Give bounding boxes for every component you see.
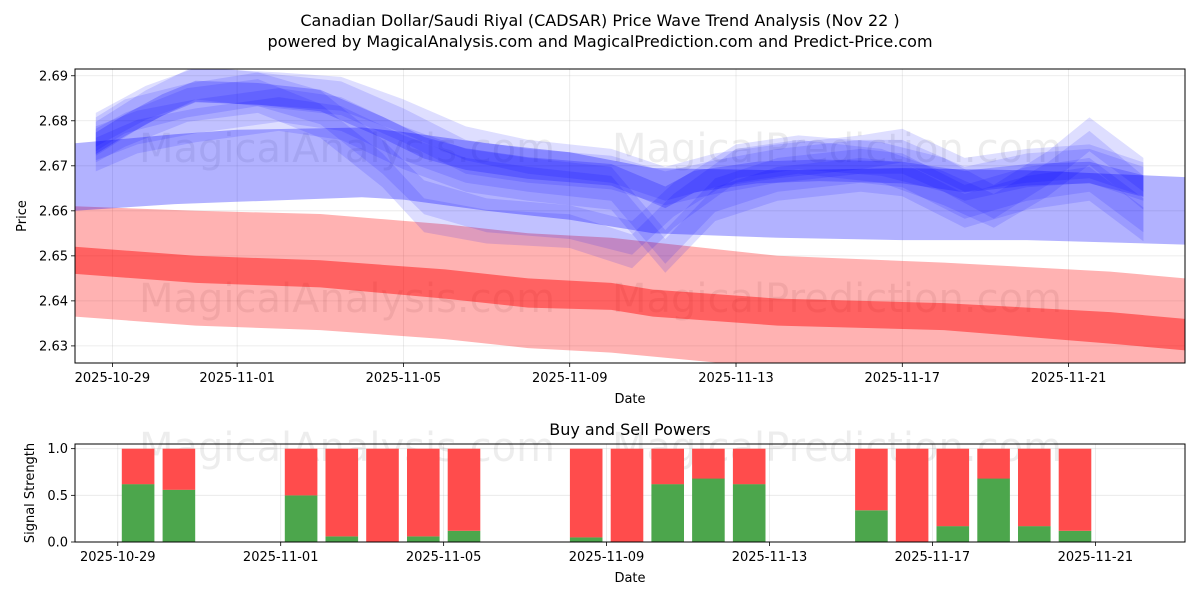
- blue-band-wave-5: [95, 88, 1144, 264]
- signal-x-tick-label: 2025-11-17: [895, 550, 971, 565]
- price-x-tick-label: 2025-11-21: [1031, 371, 1107, 386]
- price-y-tick-label: 2.65: [39, 249, 68, 264]
- blue-band-trend-band: [75, 127, 1185, 245]
- watermark-text: MagicalPrediction.com: [612, 126, 1062, 172]
- price-y-tick-label: 2.67: [39, 159, 68, 174]
- price-y-tick-label: 2.64: [39, 294, 68, 309]
- watermark-text: MagicalAnalysis.com: [139, 276, 555, 322]
- signal-x-tick-label: 2025-11-05: [406, 550, 482, 565]
- price-x-axis-label: Date: [614, 392, 645, 407]
- sell-power-bar: [977, 448, 1010, 479]
- signal-x-tick-label: 2025-10-29: [80, 550, 156, 565]
- buy-power-bar: [162, 489, 196, 542]
- sell-power-bar: [121, 448, 155, 485]
- price-x-tick-label: 2025-11-13: [698, 371, 774, 386]
- price-y-tick-label: 2.66: [39, 204, 68, 219]
- signal-x-tick-label: 2025-11-09: [569, 550, 645, 565]
- sell-power-bar: [325, 448, 359, 537]
- buy-power-bar: [1018, 526, 1051, 542]
- blue-band-wave-4: [95, 79, 1144, 269]
- buy-power-bar: [651, 484, 684, 542]
- signal-x-tick-label: 2025-11-01: [243, 550, 319, 565]
- sell-power-bar: [610, 448, 644, 542]
- sell-power-bar: [651, 448, 684, 485]
- signal-chart-title: Buy and Sell Powers: [549, 420, 711, 439]
- sell-power-bar: [895, 448, 929, 542]
- signal-y-tick-label: 0.0: [47, 536, 68, 551]
- sell-power-bar: [855, 448, 888, 511]
- sell-power-bar: [936, 448, 970, 527]
- price-panel: MagicalAnalysis.com MagicalPrediction.co…: [15, 68, 1186, 407]
- signal-x-tick-label: 2025-11-21: [1058, 550, 1134, 565]
- price-y-tick-label: 2.69: [39, 69, 68, 84]
- price-x-ticks: 2025-10-29 2025-11-01 2025-11-05 2025-11-09…: [75, 363, 1107, 386]
- signal-bars: [121, 448, 1092, 542]
- buy-power-bar: [855, 510, 888, 542]
- buy-power-bar: [447, 530, 481, 542]
- sell-power-bar: [366, 448, 399, 542]
- signal-panel: Buy and Sell Powers MagicalAnalysis.com …: [23, 420, 1186, 586]
- buy-power-bar: [1058, 530, 1092, 542]
- price-watermarks: MagicalAnalysis.com MagicalPrediction.co…: [139, 126, 1062, 322]
- signal-y-tick-label: 1.0: [47, 442, 68, 457]
- chart-subtitle: powered by MagicalAnalysis.com and Magic…: [267, 32, 932, 51]
- watermark-text: MagicalPrediction.com: [612, 276, 1062, 322]
- signal-x-ticks: 2025-10-29 2025-11-01 2025-11-05 2025-11-09…: [80, 542, 1133, 565]
- price-y-axis-label: Price: [15, 200, 30, 232]
- price-x-tick-label: 2025-11-17: [865, 371, 941, 386]
- sell-power-bar: [569, 448, 603, 538]
- sell-power-bar: [1058, 448, 1092, 531]
- price-y-tick-label: 2.68: [39, 114, 68, 129]
- sell-power-bar: [407, 448, 440, 537]
- price-axes-frame: [74, 68, 1186, 364]
- sell-power-bar: [1018, 448, 1051, 527]
- price-bands: [75, 69, 1185, 363]
- blue-band-wave-2: [95, 69, 1144, 206]
- signal-y-tick-label: 0.5: [47, 489, 68, 504]
- price-x-tick-label: 2025-11-05: [366, 371, 442, 386]
- buy-power-bar: [732, 484, 766, 542]
- sell-power-bar: [284, 448, 318, 496]
- blue-band-wave-3: [95, 72, 1144, 255]
- price-x-tick-label: 2025-11-01: [199, 371, 275, 386]
- chart-title: Canadian Dollar/Saudi Riyal (CADSAR) Pri…: [300, 11, 899, 30]
- red-band-outer: [75, 206, 1185, 363]
- price-x-tick-label: 2025-11-09: [532, 371, 608, 386]
- price-grid: [75, 69, 1185, 363]
- red-band-inner: [75, 246, 1185, 351]
- buy-power-bar: [325, 536, 359, 542]
- sell-power-bar: [692, 448, 725, 479]
- blue-band-wave-1: [95, 69, 1144, 201]
- buy-power-bar: [692, 478, 725, 542]
- sell-power-bar: [732, 448, 766, 485]
- signal-axes-frame: [74, 443, 1186, 543]
- signal-y-axis-label: Signal Strength: [23, 443, 38, 543]
- signal-x-axis-label: Date: [614, 571, 645, 586]
- signal-y-ticks: 0.0 0.5 1.0: [47, 442, 75, 551]
- blue-band-wave-core: [95, 80, 1144, 209]
- buy-power-bar: [407, 536, 440, 542]
- blue-band-wave-6: [95, 97, 1144, 273]
- watermark-text: MagicalAnalysis.com: [139, 126, 555, 172]
- price-y-tick-label: 2.63: [39, 339, 68, 354]
- buy-power-bar: [569, 537, 603, 542]
- price-y-ticks: 2.63 2.64 2.65 2.66 2.67 2.68 2.69: [39, 69, 75, 354]
- buy-power-bar: [121, 484, 155, 542]
- price-x-tick-label: 2025-10-29: [75, 371, 151, 386]
- buy-power-bar: [977, 478, 1010, 542]
- sell-power-bar: [162, 448, 196, 490]
- buy-power-bar: [936, 526, 970, 542]
- signal-x-tick-label: 2025-11-13: [732, 550, 808, 565]
- sell-power-bar: [447, 448, 481, 531]
- buy-power-bar: [284, 495, 318, 542]
